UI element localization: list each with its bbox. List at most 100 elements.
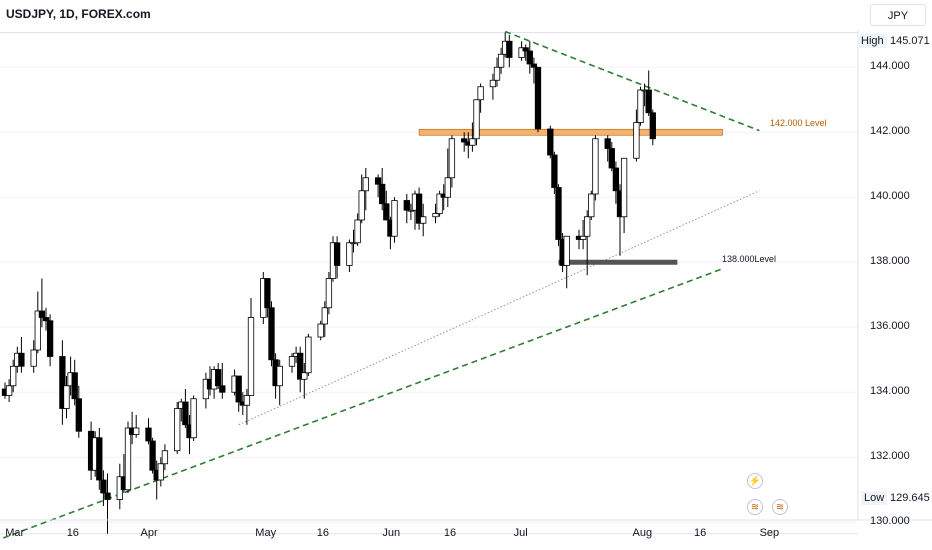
candle-body [518, 47, 525, 58]
candle-body [526, 50, 533, 65]
price-tick-label: 136.000 [870, 320, 910, 333]
low-marker-value: 129.645 [890, 492, 930, 504]
level-zones[interactable] [418, 128, 723, 265]
trendline [504, 30, 760, 132]
resistance-level-label: 142.000 Level [770, 118, 827, 128]
candle-body [436, 193, 443, 214]
candle-body [317, 323, 324, 338]
resistance-zone [418, 128, 723, 136]
candle-body [383, 203, 390, 221]
candle-body [645, 89, 652, 114]
candle-body [584, 216, 591, 237]
candle-body [620, 157, 628, 218]
high-marker-value: 145.071 [890, 35, 930, 47]
time-tick-label: May [255, 527, 277, 539]
candle-body [301, 372, 308, 380]
support-zone [558, 259, 678, 265]
candle-body [469, 138, 476, 146]
candle-body [100, 479, 107, 494]
candle-body [174, 408, 181, 452]
time-tick-label: Jun [382, 527, 401, 539]
candle-body [534, 66, 542, 130]
trendlines[interactable] [0, 30, 760, 546]
candle-body [477, 86, 484, 101]
candle-body [563, 235, 570, 266]
candle-body [530, 63, 538, 68]
candle-body [75, 398, 82, 432]
candle-body [354, 219, 361, 244]
high-marker-label: High [858, 34, 887, 48]
candle-body [42, 317, 50, 322]
time-tick-label: 16 [66, 527, 79, 539]
candle-body [432, 213, 439, 218]
candle-body [325, 278, 333, 309]
candle-body [288, 356, 296, 367]
time-tick-label: Jul [513, 527, 528, 539]
candle-body [34, 310, 41, 351]
candle-body [321, 307, 328, 325]
candle-body [215, 369, 222, 387]
price-tick-label: 130.000 [870, 515, 910, 528]
time-tick-label: 16 [316, 527, 330, 539]
support-level-label: 138.000Level [722, 254, 777, 264]
time-tick-label: Mar [5, 527, 25, 539]
lightning-icon[interactable]: ⚡ [747, 473, 763, 489]
candle-body [608, 148, 615, 169]
candle-body [588, 193, 595, 218]
candle-body [305, 336, 312, 374]
candle-body [96, 437, 103, 481]
candle-body [633, 122, 640, 159]
candle-body [268, 307, 275, 361]
candle-body [497, 53, 505, 68]
candle-body [493, 66, 501, 81]
trendline [238, 190, 760, 426]
candle-body [18, 352, 25, 367]
time-tick-label: Apr [140, 527, 158, 539]
candle-body [506, 40, 513, 58]
candle-body [579, 235, 587, 240]
candle-body [358, 190, 365, 221]
candle-body [133, 427, 140, 435]
currency-button[interactable]: JPY [870, 4, 926, 26]
candle-body [243, 395, 251, 406]
candle-body [391, 200, 398, 237]
candle-body [219, 385, 226, 393]
time-tick-label: Aug [632, 527, 653, 539]
candle-body [415, 193, 423, 224]
candle-body [448, 138, 456, 179]
time-tick-label: 16 [694, 527, 707, 539]
low-marker-label: Low [861, 491, 888, 505]
candle-body [30, 349, 37, 367]
candle-body [182, 401, 189, 426]
price-tick-label: 144.000 [870, 60, 910, 73]
candle-body [71, 372, 78, 400]
candle-body [420, 216, 427, 224]
candle-body [407, 209, 415, 212]
candle-body [161, 450, 169, 465]
candle-body [444, 177, 451, 198]
candle-body [362, 177, 369, 192]
price-tick-label: 142.000 [870, 125, 910, 138]
candle-body [276, 365, 283, 387]
candle-body [247, 317, 255, 396]
candle-body [555, 187, 562, 240]
price-tick-label: 138.000 [870, 255, 910, 268]
candle-body [522, 47, 529, 52]
candle-body [374, 177, 382, 185]
economic-event-icon[interactable]: ≋ [747, 499, 763, 515]
candle-body [350, 242, 357, 245]
candle-body [473, 99, 480, 140]
candle-body [547, 128, 554, 156]
trendline [0, 268, 723, 541]
candle-body [379, 183, 386, 205]
candle-body [190, 398, 197, 439]
candle-body [346, 242, 353, 266]
economic-event-icon[interactable]: ≋ [772, 499, 788, 515]
candle-body [63, 385, 70, 409]
candle-body [46, 320, 54, 357]
time-tick-label: Sep [759, 527, 780, 539]
candle-body [38, 310, 46, 318]
candle-body [612, 167, 620, 192]
candle-body [145, 427, 152, 442]
